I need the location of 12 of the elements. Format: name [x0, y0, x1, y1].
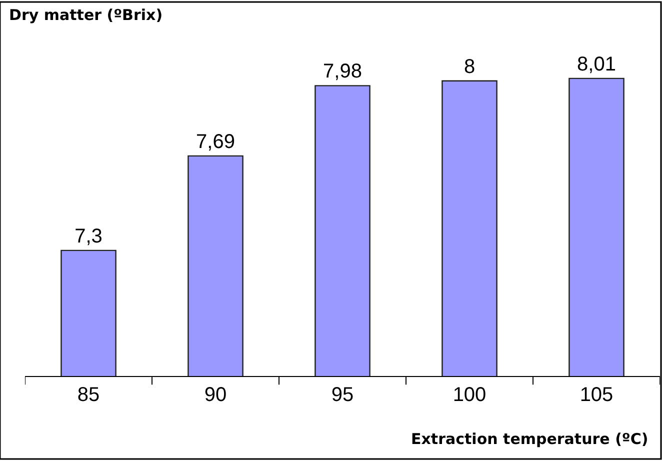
data-label: 7,98 — [323, 60, 362, 83]
x-axis-title: Extraction temperature (ºC) — [411, 430, 648, 448]
data-label: 8,01 — [577, 53, 616, 76]
data-label: 8 — [464, 56, 476, 78]
data-label: 7,3 — [74, 225, 102, 248]
chart-title: Dry matter (ºBrix) — [9, 6, 163, 24]
x-tick-label: 105 — [580, 384, 614, 406]
x-tick-label: 100 — [452, 384, 486, 406]
x-tick-label: 95 — [331, 384, 354, 406]
data-label: 7,69 — [196, 130, 235, 153]
x-tick-label: 90 — [204, 384, 227, 406]
x-tick-label: 85 — [77, 384, 100, 406]
